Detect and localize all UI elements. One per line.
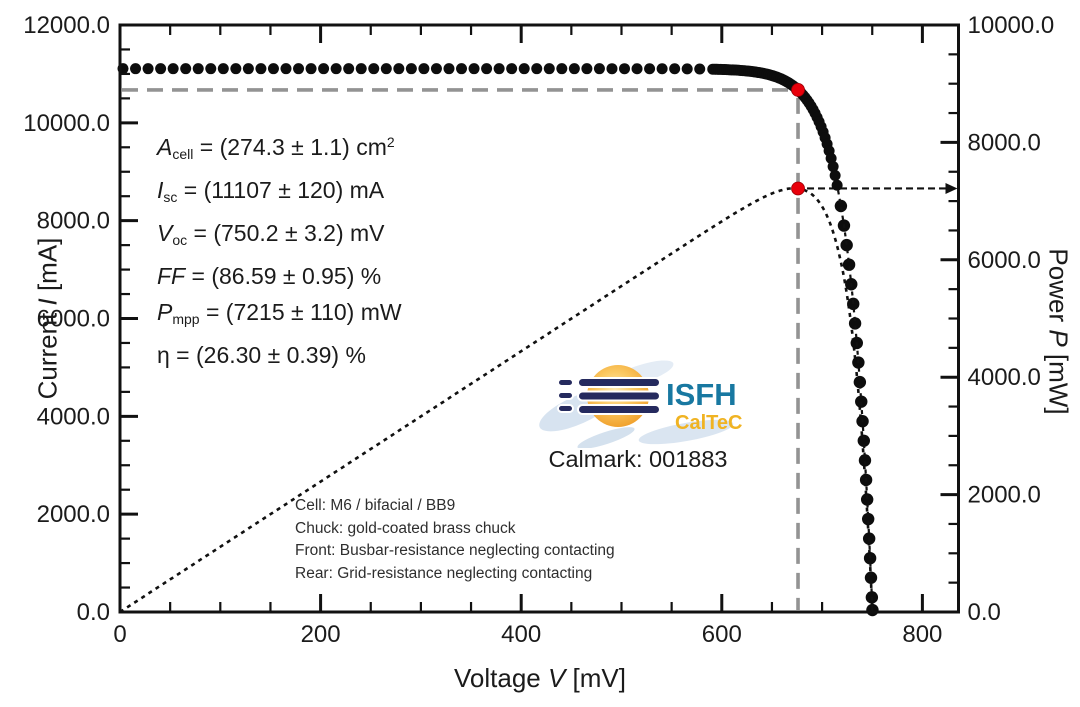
y-right-tick-label: 6000.0 [968, 247, 1041, 274]
y-right-tick-label: 4000.0 [968, 364, 1041, 391]
right-axis-title: Power P [mW] [1043, 248, 1074, 415]
x-tick-label: 600 [702, 621, 742, 648]
y-right-tick-label: 10000.0 [968, 12, 1055, 39]
y-right-tick-label: 8000.0 [968, 129, 1041, 156]
logo-unit-text: CalTeC [675, 412, 742, 434]
cell-note-line: Cell: M6 / bifacial / BB9 [295, 497, 456, 514]
iv-steep-connector [837, 190, 874, 611]
y-left-tick-label: 12000.0 [23, 12, 110, 39]
result-line: FF = (86.59 ± 0.95) % [157, 263, 382, 289]
arrowhead-icon [945, 182, 958, 194]
mpp-marker-power [791, 181, 805, 196]
result-line: Voc = (750.2 ± 3.2) mV [157, 220, 385, 248]
mpp-marker-iv [791, 83, 805, 97]
calmark-label: Calmark: 001883 [548, 446, 728, 472]
sun-bars-icon [557, 377, 661, 415]
left-axis-title: Current I [mA] [32, 237, 63, 400]
x-tick-label: 200 [301, 621, 341, 648]
y-left-tick-label: 8000.0 [37, 208, 110, 235]
cell-note-line: Front: Busbar-resistance neglecting cont… [295, 542, 615, 559]
cell-note-line: Rear: Grid-resistance neglecting contact… [295, 564, 593, 582]
logo-org-text: ISFH [666, 377, 737, 412]
isfh-caltec-logo: ISFH CalTeC [539, 360, 742, 448]
result-line: Isc = (11107 ± 120) mA [157, 177, 385, 205]
y-left-tick-label: 2000.0 [37, 501, 110, 528]
x-tick-label: 0 [113, 621, 126, 648]
y-right-tick-label: 0.0 [968, 599, 1001, 626]
x-axis-title: Voltage V [mV] [454, 663, 626, 693]
result-line: Pmpp = (7215 ± 110) mW [157, 299, 402, 327]
result-line: Acell = (274.3 ± 1.1) cm2 [157, 134, 395, 162]
power-curve [119, 186, 874, 614]
result-line: η = (26.30 ± 0.39) % [157, 342, 366, 368]
x-tick-label: 800 [902, 621, 942, 648]
x-tick-label: 400 [501, 621, 541, 648]
cell-note-line: Chuck: gold-coated brass chuck [295, 519, 516, 537]
y-left-tick-label: 10000.0 [23, 110, 110, 137]
y-right-tick-label: 2000.0 [968, 482, 1041, 509]
axis-tick-labels: 0 200 400 600 8000.02000.04000.06000.08000.0… [23, 12, 1054, 648]
cell-setup-notes: Cell: M6 / bifacial / BB9 Chuck: gold-coa… [295, 495, 615, 585]
axis-ticks [120, 25, 959, 612]
y-left-tick-label: 4000.0 [37, 403, 110, 430]
y-left-tick-label: 6000.0 [37, 306, 110, 333]
iv-curve-series [117, 63, 879, 617]
y-left-tick-label: 0.0 [77, 599, 110, 626]
measurement-results-panel: Acell = (274.3 ± 1.1) cm2 Isc = (11107 ± … [157, 124, 402, 373]
